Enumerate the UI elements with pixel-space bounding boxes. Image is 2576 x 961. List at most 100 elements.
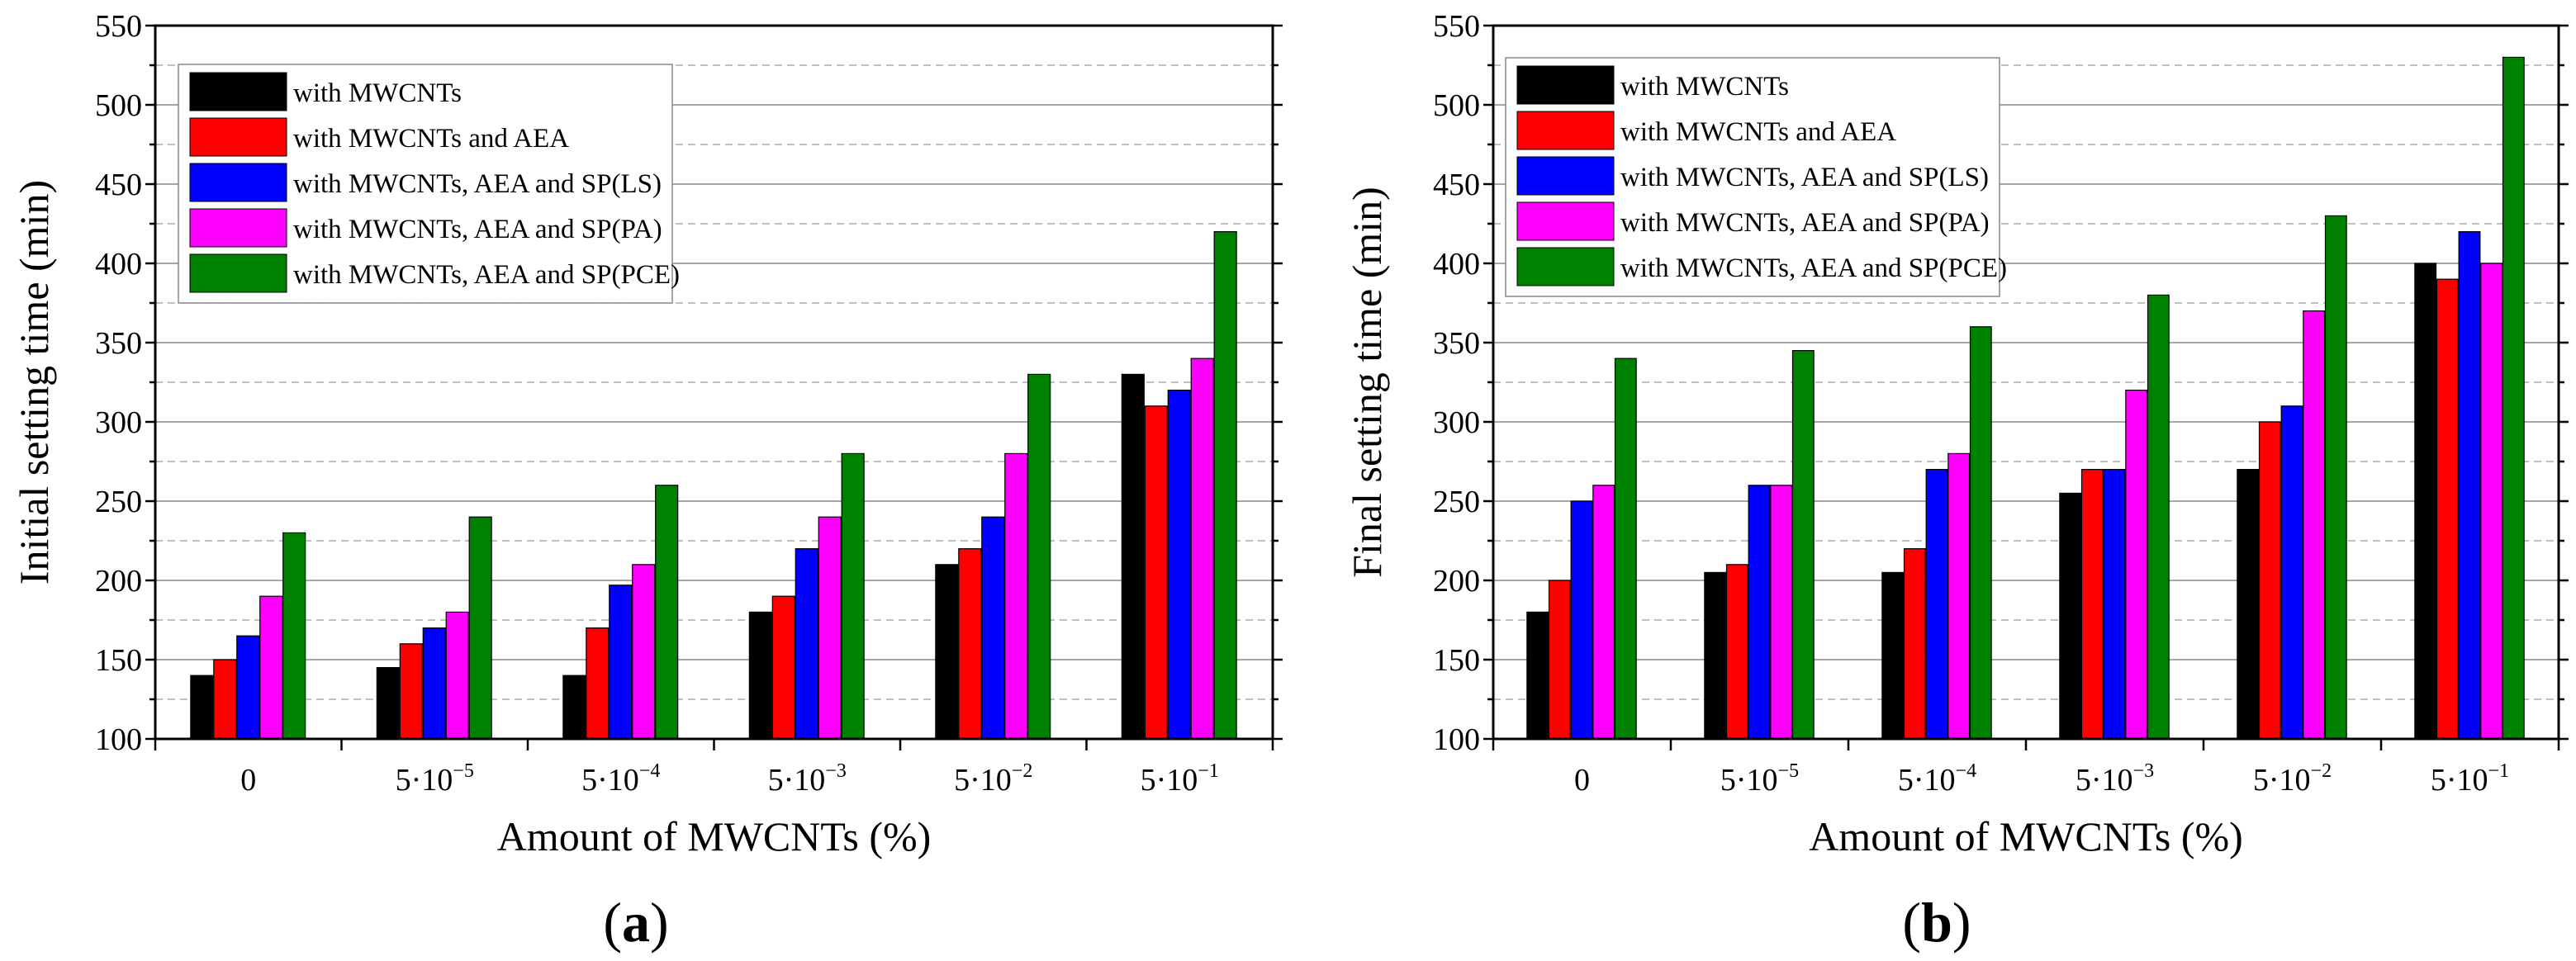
bar: [795, 547, 818, 740]
legend-swatch: [189, 163, 287, 202]
bar: [213, 659, 237, 740]
y-tick-label: 150: [1433, 643, 1480, 678]
bar: [2059, 492, 2082, 740]
bar: [2258, 421, 2281, 740]
bar: [609, 585, 633, 740]
bar: [2303, 310, 2326, 740]
chart-panel-a: 100 150 200 250 300 350 400 450 500 550 0 5·10−5 5·1…: [11, 9, 1283, 954]
bar: [2103, 468, 2126, 740]
bar: [1748, 485, 1771, 740]
y-tick-label: 550: [1433, 9, 1480, 44]
bar: [1121, 373, 1145, 740]
bar: [1947, 452, 1971, 740]
bar: [2237, 468, 2260, 740]
legend-label: with MWCNTs: [1620, 72, 1789, 102]
x-tick-label: 5·10−5: [396, 760, 474, 798]
legend-label: with MWCNTs, AEA and SP(PCE): [1620, 253, 2007, 283]
y-tick-label: 500: [95, 88, 142, 123]
bar: [2080, 468, 2104, 740]
legend-label: with MWCNTs, AEA and SP(LS): [293, 169, 662, 199]
y-tick-label: 500: [1433, 88, 1480, 123]
x-tick-label: 5·10−4: [581, 760, 660, 798]
y-tick-label: 250: [95, 485, 142, 519]
y-tick-label: 450: [1433, 168, 1480, 202]
legend-label: with MWCNTs: [293, 78, 462, 108]
bar: [2458, 231, 2481, 740]
y-tick-label: 100: [95, 722, 142, 757]
bar: [1725, 564, 1748, 740]
bar: [1190, 357, 1214, 740]
y-tick-label: 450: [95, 168, 142, 202]
bar: [1167, 390, 1191, 740]
bar: [1925, 468, 1948, 740]
bar: [2324, 215, 2347, 740]
legend-label: with MWCNTs, AEA and SP(PA): [293, 215, 662, 244]
bar: [2502, 56, 2525, 740]
x-tick-label: 0: [240, 763, 256, 798]
legend-swatch: [1516, 201, 1615, 241]
chart-panel-b: 100 150 200 250 300 350 400 450 500 550 0 5·10−5 5·1…: [1344, 9, 2569, 954]
bar: [422, 627, 446, 740]
panel-label: (b): [1902, 891, 1971, 954]
bar: [958, 547, 982, 740]
legend-label: with MWCNTs, AEA and SP(LS): [1620, 163, 1989, 192]
bar: [1004, 452, 1028, 740]
bar: [655, 485, 679, 740]
bar: [1704, 571, 1727, 740]
bar: [818, 516, 842, 740]
bar: [1791, 350, 1815, 740]
x-tick-label: 5·10−4: [1898, 760, 1976, 798]
y-tick-label: 200: [95, 564, 142, 599]
x-axis-label: Amount of MWCNTs (%): [497, 813, 932, 859]
y-tick-label: 150: [95, 643, 142, 678]
y-tick-label: 250: [1433, 485, 1480, 519]
bar: [1144, 405, 1168, 740]
bar: [468, 516, 492, 740]
legend-swatch: [189, 72, 287, 111]
y-tick-label: 400: [95, 247, 142, 282]
bar: [1526, 611, 1549, 740]
legend-swatch: [1516, 111, 1615, 150]
bar: [1213, 231, 1237, 740]
x-tick-label: 5·10−1: [2431, 760, 2509, 798]
legend-swatch: [1516, 65, 1615, 105]
x-axis-label: Amount of MWCNTs (%): [1809, 813, 2243, 859]
y-tick-label: 200: [1433, 564, 1480, 599]
bar: [376, 666, 400, 740]
legend-label: with MWCNTs, AEA and SP(PA): [1620, 208, 1990, 238]
bar: [445, 611, 469, 740]
x-tick-label: 5·10−5: [1720, 760, 1799, 798]
bar: [2280, 405, 2303, 740]
bar: [282, 532, 306, 740]
bar: [841, 452, 865, 740]
bar: [2147, 294, 2170, 740]
legend-swatch: [189, 208, 287, 248]
bar: [562, 675, 586, 740]
bar: [1881, 571, 1905, 740]
bar: [1570, 500, 1593, 740]
bar: [2480, 263, 2503, 740]
legend-label: with MWCNTs and AEA: [293, 124, 569, 154]
bar: [399, 643, 423, 740]
bar: [259, 595, 283, 740]
bar: [748, 611, 772, 740]
bar: [586, 627, 610, 740]
bar: [771, 595, 795, 740]
legend-swatch: [1516, 156, 1615, 196]
legend-label: with MWCNTs, AEA and SP(PCE): [293, 260, 680, 290]
y-axis-label: Initial setting time (min): [11, 180, 57, 585]
y-tick-label: 550: [95, 9, 142, 44]
y-tick-label: 350: [1433, 326, 1480, 361]
bar: [236, 635, 260, 740]
y-tick-label: 400: [1433, 247, 1480, 282]
x-tick-label: 5·10−3: [2076, 760, 2154, 798]
y-tick-label: 300: [95, 405, 142, 440]
bar: [1592, 485, 1615, 740]
x-tick-label: 5·10−2: [954, 760, 1032, 798]
y-tick-label: 300: [1433, 405, 1480, 440]
y-axis-label: Final setting time (min): [1344, 187, 1390, 578]
x-tick-label: 5·10−1: [1141, 760, 1219, 798]
bar: [2436, 278, 2459, 740]
bar: [2125, 390, 2148, 740]
